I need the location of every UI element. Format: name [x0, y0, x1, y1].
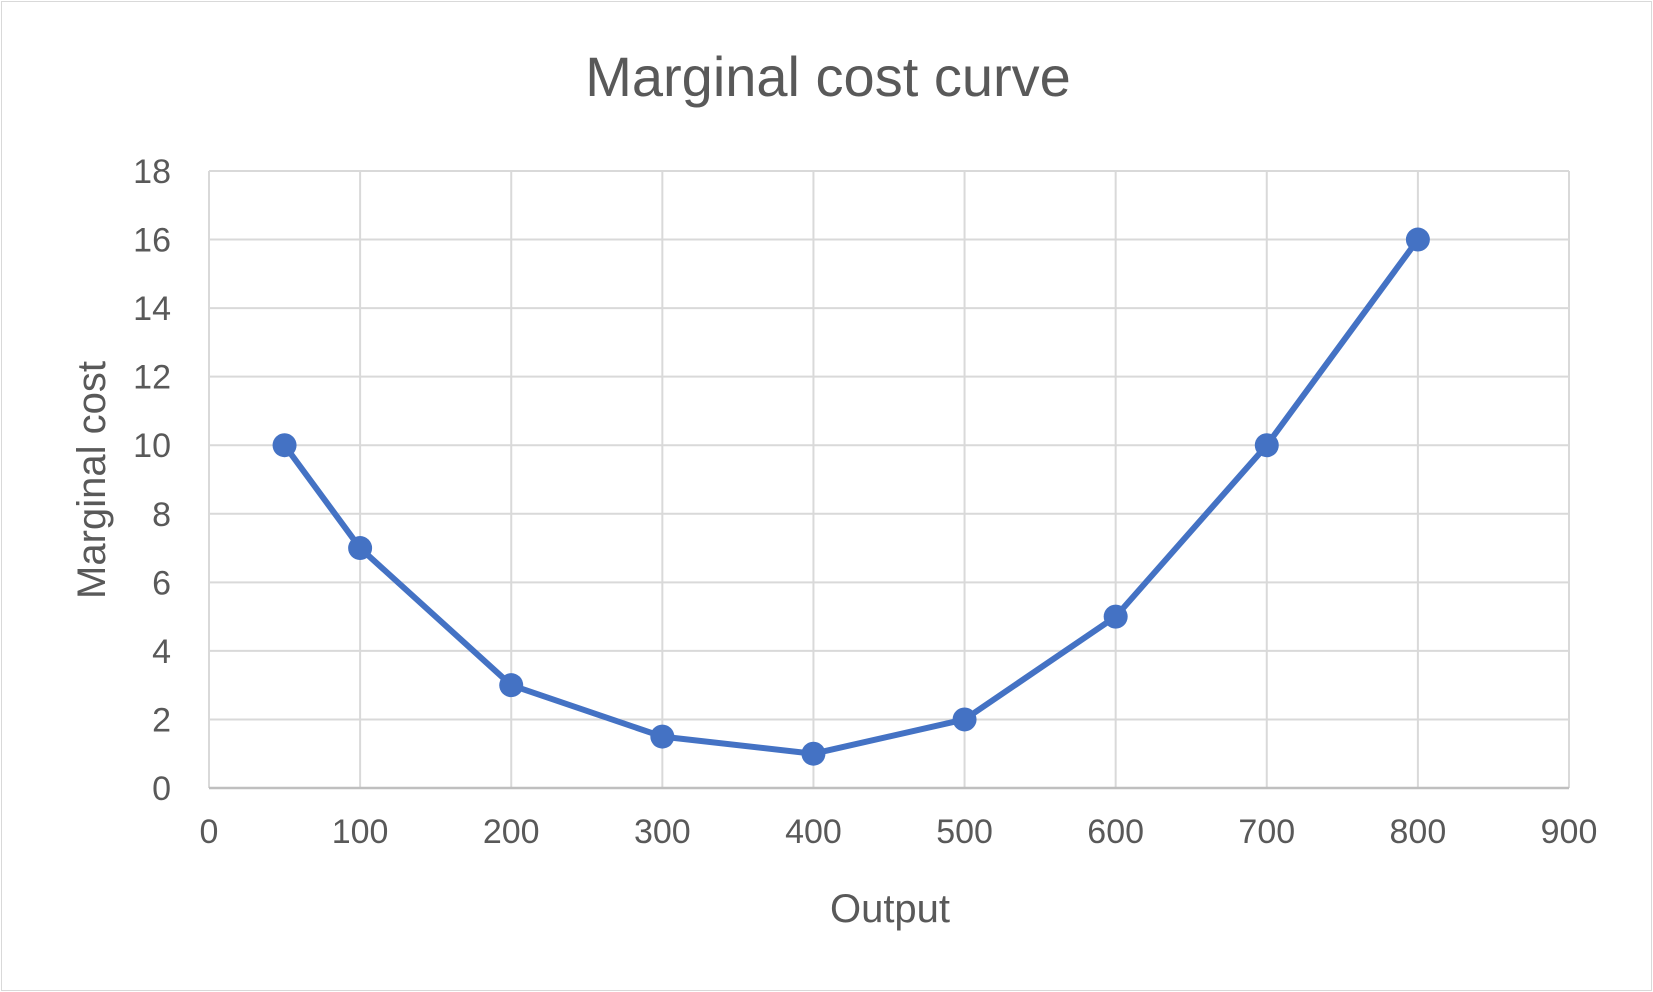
x-tick-label: 600 — [1087, 813, 1144, 851]
x-axis-title: Output — [830, 887, 950, 931]
x-tick-label: 300 — [634, 813, 691, 851]
y-tick-label: 4 — [152, 633, 171, 671]
y-tick-label: 2 — [152, 701, 171, 739]
data-point — [1103, 604, 1128, 629]
x-tick-labels: 0 100 200 300 400 500 600 700 800 900 — [200, 813, 1598, 851]
x-tick-label: 900 — [1541, 813, 1598, 851]
y-tick-label: 0 — [152, 770, 171, 808]
chart-title: Marginal cost curve — [585, 45, 1071, 108]
y-tick-label: 8 — [152, 496, 171, 534]
data-point — [952, 707, 977, 732]
y-tick-labels: 0 2 4 6 8 10 12 14 16 18 — [133, 153, 171, 808]
y-tick-label: 16 — [133, 222, 171, 260]
x-tick-label: 800 — [1390, 813, 1447, 851]
data-point — [1254, 433, 1279, 458]
y-tick-label: 10 — [133, 427, 171, 465]
data-point — [499, 673, 524, 698]
y-tick-label: 14 — [133, 290, 171, 328]
x-tick-label: 700 — [1238, 813, 1295, 851]
y-axis-title: Marginal cost — [70, 361, 114, 599]
data-series — [272, 227, 1430, 766]
data-point — [348, 536, 373, 561]
x-tick-label: 400 — [785, 813, 842, 851]
data-point — [1405, 227, 1430, 252]
y-tick-label: 12 — [133, 359, 171, 397]
data-point — [650, 724, 675, 749]
gridlines — [208, 170, 1570, 788]
series-line — [281, 236, 1421, 757]
x-tick-label: 200 — [483, 813, 540, 851]
data-point — [801, 741, 826, 766]
x-tick-label: 100 — [332, 813, 389, 851]
y-tick-label: 18 — [133, 153, 171, 191]
y-tick-label: 6 — [152, 564, 171, 602]
x-tick-label: 500 — [936, 813, 993, 851]
data-point — [272, 433, 297, 458]
x-tick-label: 0 — [200, 813, 219, 851]
